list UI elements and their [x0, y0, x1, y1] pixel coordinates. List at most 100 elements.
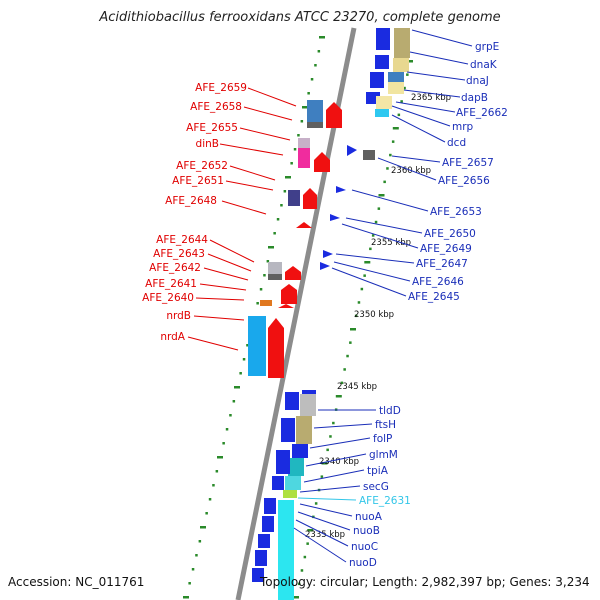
gene-block [260, 300, 272, 306]
tick-mark [242, 358, 246, 361]
gene-label: AFE_2659 [195, 82, 247, 94]
tick-mark [239, 372, 242, 375]
tick-mark [400, 100, 403, 103]
leader-line [221, 200, 267, 215]
gene-block [376, 96, 392, 109]
leader-line [243, 106, 293, 121]
leader-line [293, 527, 347, 563]
tick-mark [364, 261, 371, 264]
leader-line [193, 315, 245, 321]
gene-label: AFE_2645 [408, 291, 460, 303]
tick-mark [383, 180, 386, 184]
tick-mark [212, 484, 215, 487]
right-gene-labels: grpE dnaK dnaJ dapB AFE_2662 mrp dcd AFE… [349, 41, 508, 569]
tick-mark [217, 456, 223, 459]
gene-label: AFE_2658 [190, 101, 242, 113]
tick-mark [188, 582, 191, 585]
scale-label: 2340 kbp [319, 457, 359, 467]
gene-block [268, 262, 282, 274]
gene-label: mrp [452, 121, 474, 133]
gene-label: AFE_2646 [412, 276, 464, 288]
gene-block [375, 55, 389, 69]
gene-block [300, 394, 316, 416]
leader-line [305, 453, 367, 467]
tick-mark [377, 207, 381, 210]
leader-line [331, 267, 407, 297]
leader-line [309, 437, 371, 449]
gene-label: AFE_2649 [420, 243, 472, 255]
left-gene-labels: AFE_2659 AFE_2658 AFE_2655 dinB AFE_2652… [142, 82, 247, 343]
leader-line [406, 71, 466, 81]
forward-strand-genes [248, 100, 342, 378]
tick-mark [215, 470, 219, 473]
tick-mark [234, 386, 240, 389]
tick-mark [321, 462, 328, 465]
tick-mark [303, 555, 307, 559]
tick-mark [407, 60, 413, 63]
gene-label: dcd [447, 137, 466, 149]
gene-block [292, 444, 308, 458]
gene-label: nrdB [166, 310, 191, 322]
leader-line [313, 423, 373, 429]
leader-line [391, 155, 441, 163]
gene-label: tpiA [367, 465, 389, 477]
gene-block [393, 58, 409, 72]
gene-label: grpE [475, 41, 499, 53]
tick-mark [232, 400, 236, 403]
leader-line [391, 114, 446, 143]
gene-arrow [285, 266, 301, 280]
gene-block [388, 72, 404, 82]
tick-mark [225, 428, 229, 431]
leader-line [195, 297, 245, 301]
tick-mark [329, 435, 332, 438]
map-title: Acidithiobacillus ferrooxidans ATCC 2327… [98, 10, 500, 25]
gene-block [272, 476, 284, 490]
gene-arrow [320, 262, 330, 270]
tick-mark [300, 120, 304, 123]
gene-label: AFE_2641 [145, 278, 197, 290]
tick-mark [386, 167, 389, 170]
tick-mark [283, 190, 287, 193]
leader-line [341, 223, 419, 249]
gene-label: AFE_2650 [424, 228, 476, 240]
tick-mark [346, 354, 349, 358]
leader-line [225, 180, 274, 191]
gene-arrow [281, 284, 297, 304]
gene-block [278, 500, 294, 600]
leader-line [335, 253, 415, 264]
leader-line [377, 157, 437, 181]
gene-block [307, 122, 323, 128]
gene-label: AFE_2651 [172, 175, 224, 187]
gene-label: AFE_2640 [142, 292, 194, 304]
leader-line [403, 89, 461, 98]
tick-mark [285, 176, 291, 179]
gene-label: AFE_2648 [165, 195, 217, 207]
tick-mark [280, 204, 283, 207]
tick-mark [273, 232, 276, 235]
tick-mark [389, 153, 392, 157]
gene-block [252, 568, 264, 582]
gene-label: AFE_2643 [153, 248, 205, 260]
tick-mark [290, 162, 293, 165]
tick-mark [317, 50, 321, 53]
tick-mark [319, 36, 325, 39]
gene-label: AFE_2662 [456, 107, 508, 119]
gene-label: glmM [369, 449, 398, 461]
gene-label: AFE_2653 [430, 206, 482, 218]
gene-arrow [336, 186, 346, 193]
leader-line [199, 283, 247, 291]
leader-line [345, 217, 423, 234]
leader-line [209, 239, 255, 263]
tick-mark [198, 540, 202, 543]
gene-block [281, 418, 295, 442]
gene-label: AFE_2644 [156, 234, 208, 246]
gene-label: folP [373, 433, 392, 445]
tick-mark [259, 288, 263, 291]
gene-arrow [278, 304, 294, 308]
gene-label: nuoA [355, 511, 383, 523]
gene-arrow [303, 188, 317, 209]
tick-mark [268, 246, 274, 249]
gene-block [268, 274, 282, 280]
gene-block [276, 450, 290, 474]
